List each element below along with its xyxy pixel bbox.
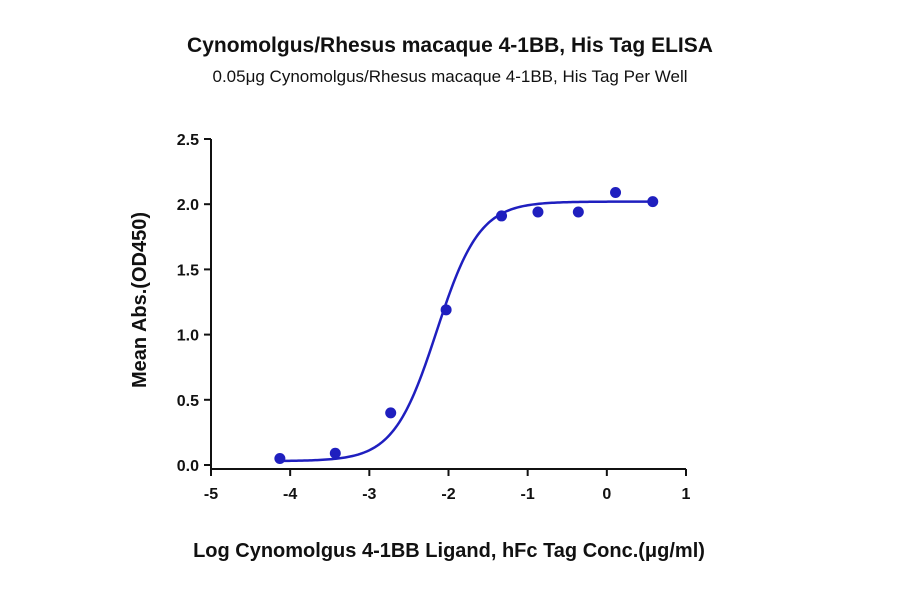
y-axis-label: Mean Abs.(OD450) — [129, 212, 151, 388]
y-tick-label: 2.5 — [177, 132, 199, 149]
data-point — [274, 452, 286, 464]
data-point — [610, 186, 622, 198]
data-point — [572, 206, 584, 218]
x-tick-label: -2 — [441, 486, 455, 503]
chart-title: Cynomolgus/Rhesus macaque 4-1BB, His Tag… — [187, 34, 713, 57]
data-point — [532, 206, 544, 218]
y-tick-label: 0.5 — [177, 393, 199, 410]
x-tick-label: -1 — [521, 486, 535, 503]
data-point — [385, 407, 397, 419]
y-tick-label: 1.0 — [177, 328, 199, 345]
data-point — [496, 210, 508, 222]
data-points — [274, 186, 659, 464]
y-tick-label: 1.5 — [177, 262, 199, 279]
x-tick-label: -4 — [283, 486, 297, 503]
data-point — [647, 196, 659, 208]
y-tick-label: 2.0 — [177, 197, 199, 214]
x-tick-label: 1 — [682, 486, 691, 503]
x-tick-label: 0 — [602, 486, 611, 503]
x-axis-label: Log Cynomolgus 4-1BB Ligand, hFc Tag Con… — [193, 540, 705, 562]
y-tick-label: 0.0 — [177, 458, 199, 475]
fit-curve-layer — [279, 200, 653, 463]
chart-subtitle: 0.05μg Cynomolgus/Rhesus macaque 4-1BB, … — [212, 67, 687, 86]
axes: 0.0 0.5 1.0 1.5 2.0 2.5 -5 -4 -3 -2 -1 0 1 — [177, 132, 691, 503]
x-tick-label: -3 — [362, 486, 376, 503]
data-point — [329, 447, 341, 459]
fit-curve — [279, 200, 653, 463]
x-tick-label: -5 — [204, 486, 218, 503]
data-point — [440, 304, 452, 316]
